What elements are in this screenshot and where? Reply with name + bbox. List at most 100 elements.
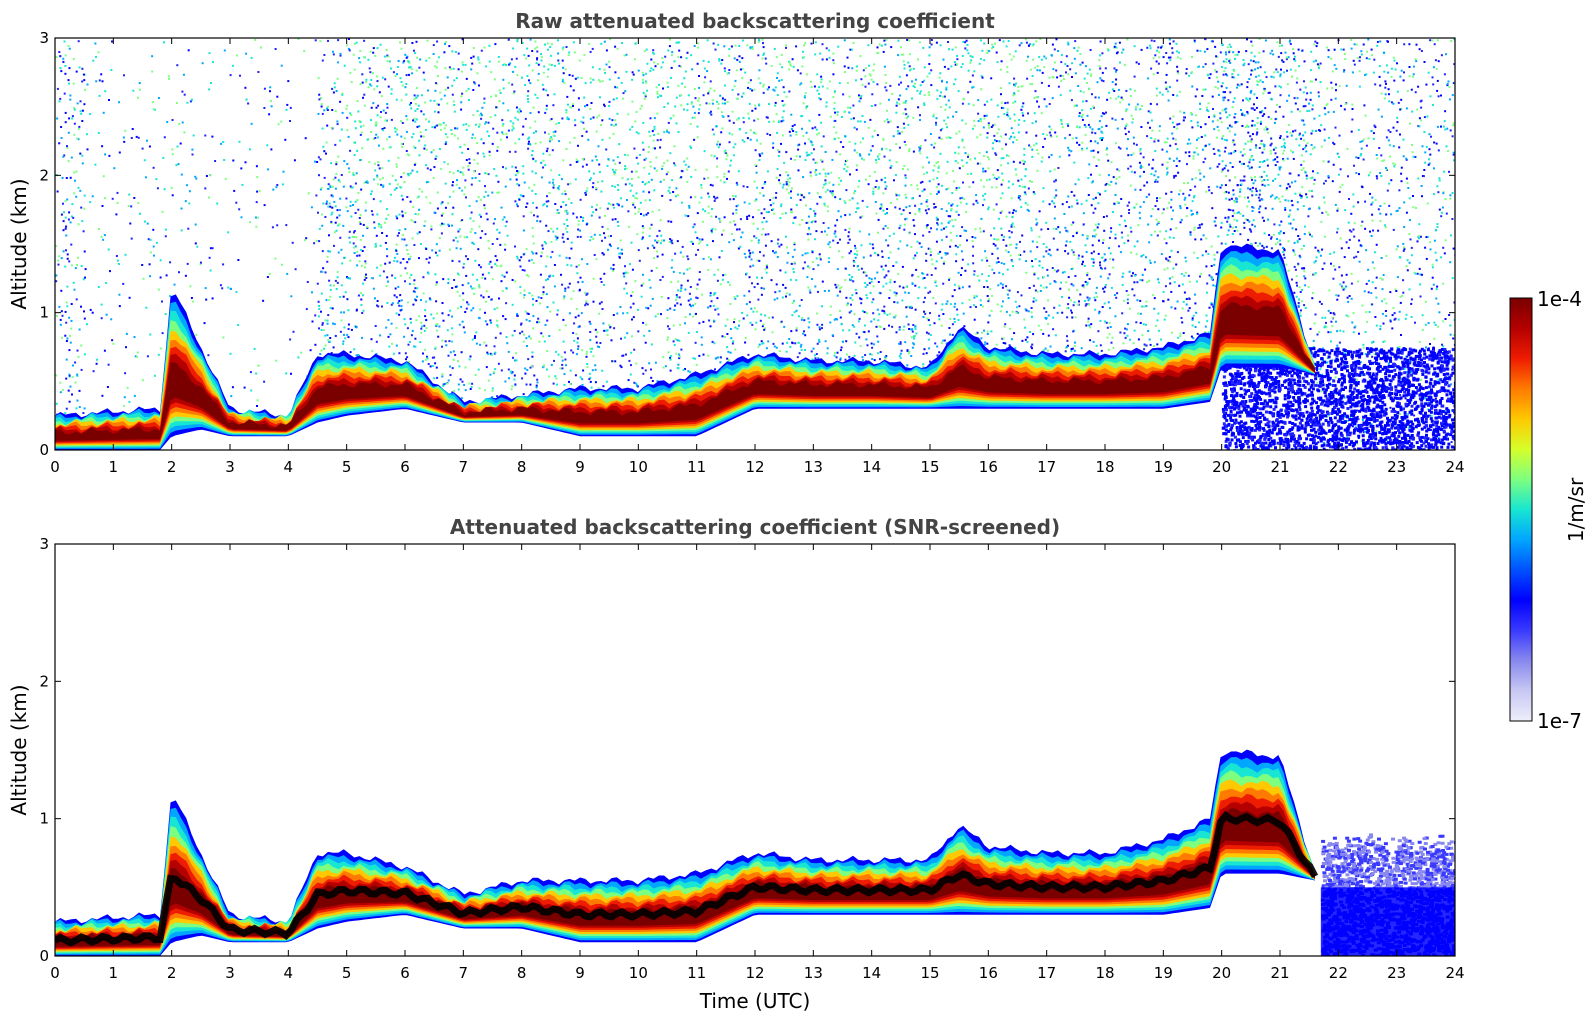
- noise-cell: [532, 106, 535, 109]
- noise-cell: [691, 241, 694, 244]
- noise-cell: [860, 302, 863, 305]
- noise-cell: [415, 40, 418, 43]
- noise-cell: [1012, 209, 1015, 212]
- noise-cell: [1385, 302, 1388, 305]
- noise-cell: [1408, 288, 1411, 291]
- noise-cell: [1082, 286, 1085, 289]
- noise-cell: [381, 176, 384, 179]
- noise-cell: [1128, 201, 1131, 204]
- noise-cell: [812, 347, 815, 350]
- noise-cell: [728, 283, 731, 286]
- noise-cell: [73, 288, 76, 291]
- noise-cell: [504, 318, 507, 321]
- noise-cell: [514, 166, 517, 169]
- noise-cell: [442, 383, 445, 386]
- noise-cell: [636, 308, 639, 311]
- noise-cell: [814, 126, 817, 129]
- noise-cell: [608, 66, 611, 69]
- noise-cell: [601, 369, 604, 372]
- noise-cell: [1149, 262, 1152, 264]
- noise-cell: [768, 316, 770, 319]
- noise-cell: [1418, 235, 1421, 238]
- noise-cell: [844, 267, 847, 270]
- noise-cell: [64, 216, 67, 219]
- noise-cell: [1358, 260, 1361, 263]
- noise-cell: [1020, 294, 1023, 297]
- noise-cell: [1116, 127, 1119, 130]
- noise-cell: [1024, 175, 1027, 178]
- noise-cell: [693, 45, 696, 47]
- noise-cell: [1143, 305, 1145, 308]
- noise-cell: [375, 234, 378, 237]
- noise-cell: [839, 316, 842, 319]
- noise-cell: [898, 326, 901, 329]
- noise-cell: [428, 256, 431, 259]
- noise-cell: [331, 109, 334, 111]
- noise-cell: [1302, 134, 1305, 137]
- noise-cell: [351, 236, 354, 238]
- noise-cell: [80, 206, 83, 209]
- noise-cell: [1108, 247, 1110, 250]
- noise-cell: [512, 92, 515, 95]
- noise-cell: [1284, 208, 1287, 211]
- noise-cell: [409, 317, 412, 320]
- noise-cell: [1298, 238, 1301, 241]
- noise-cell: [1199, 275, 1201, 278]
- noise-cell: [540, 53, 542, 55]
- noise-cell: [438, 237, 441, 240]
- noise-cell: [1008, 211, 1011, 214]
- noise-cell: [624, 90, 627, 93]
- noise-cell: [1099, 67, 1102, 70]
- noise-cell: [675, 96, 678, 99]
- noise-cell: [1205, 190, 1208, 193]
- noise-cell: [1188, 151, 1191, 154]
- noise-cell: [194, 242, 197, 245]
- noise-cell: [1418, 237, 1420, 240]
- noise-cell: [68, 316, 71, 319]
- noise-cell: [993, 123, 996, 126]
- noise-cell: [478, 225, 481, 228]
- noise-cell: [881, 147, 883, 150]
- noise-cell: [255, 201, 258, 204]
- noise-cell: [577, 314, 580, 317]
- noise-cell: [927, 247, 930, 250]
- noise-cell: [494, 368, 497, 371]
- noise-cell: [1017, 85, 1020, 88]
- noise-cell: [180, 207, 183, 210]
- noise-cell: [1282, 158, 1285, 161]
- noise-cell: [1072, 330, 1075, 333]
- noise-cell: [1022, 162, 1025, 165]
- noise-cell: [141, 379, 144, 382]
- noise-cell: [1082, 100, 1085, 103]
- noise-cell: [335, 288, 338, 290]
- noise-cell: [384, 221, 386, 224]
- noise-cell: [186, 262, 189, 265]
- noise-cell: [376, 174, 379, 177]
- noise-cell: [1447, 80, 1450, 83]
- noise-cell: [1204, 63, 1207, 66]
- noise-cell: [1280, 220, 1283, 223]
- noise-cell: [401, 210, 404, 213]
- noise-cell: [319, 353, 322, 355]
- noise-cell: [537, 111, 540, 114]
- noise-cell: [792, 65, 795, 68]
- noise-cell: [652, 49, 655, 52]
- noise-cell: [884, 43, 887, 46]
- noise-cell: [1109, 307, 1111, 310]
- noise-cell: [930, 39, 933, 41]
- noise-cell: [470, 56, 473, 59]
- noise-cell: [442, 278, 445, 281]
- noise-cell: [1323, 441, 1326, 444]
- noise-cell: [78, 125, 81, 128]
- noise-cell: [1262, 92, 1265, 95]
- noise-cell: [1303, 304, 1306, 307]
- noise-cell: [789, 177, 792, 180]
- noise-cell: [1191, 56, 1193, 58]
- noise-cell: [580, 77, 583, 79]
- noise-cell: [1325, 104, 1328, 107]
- noise-cell: [458, 260, 461, 263]
- noise-cell: [378, 91, 381, 94]
- noise-cell: [1193, 40, 1196, 43]
- noise-cell: [334, 143, 337, 146]
- noise-cell: [755, 321, 758, 324]
